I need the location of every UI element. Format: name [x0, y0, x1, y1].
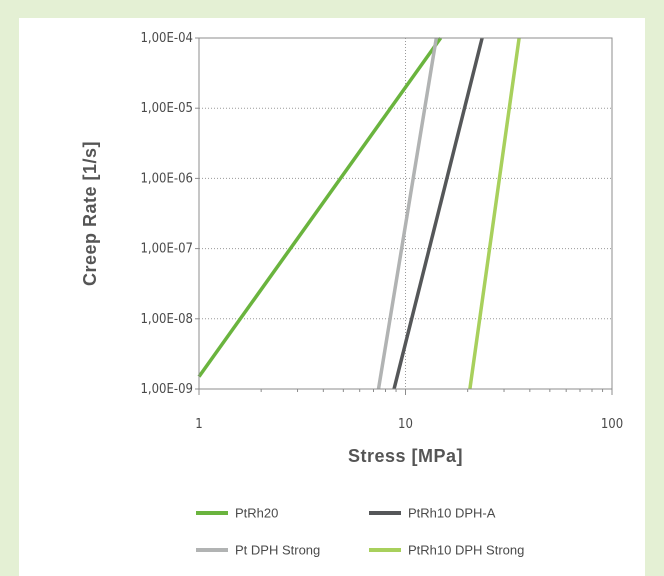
series-line-ptrh10-dph-strong [468, 37, 521, 390]
y-tick-label: 1,00E-07 [140, 242, 193, 257]
chart-panel [19, 18, 645, 576]
y-tick-label: 1,00E-08 [140, 312, 193, 327]
legend-label-ptrh10-dph-strong: PtRh10 DPH Strong [408, 543, 524, 558]
y-tick-label: 1,00E-06 [140, 171, 193, 186]
series-line-ptrh10-dph-a [392, 37, 484, 390]
tick-labels: 1,00E-04 1,00E-05 1,00E-06 1,00E-07 1,00E-08… [140, 31, 623, 432]
y-tick-label: 1,00E-04 [140, 31, 193, 46]
x-axis-title: Stress [MPa] [348, 446, 463, 466]
series-lines [197, 36, 521, 390]
y-tick-label: 1,00E-05 [140, 101, 193, 116]
legend-label-ptrh20: PtRh20 [235, 506, 278, 521]
x-tick-label: 100 [601, 417, 623, 432]
x-tick-label: 10 [398, 417, 413, 432]
x-tick-label: 1 [195, 417, 202, 432]
legend-label-ptrh10-dph-a: PtRh10 DPH-A [408, 506, 496, 521]
axis-ticks [195, 37, 613, 395]
y-axis-title: Creep Rate [1/s] [80, 141, 100, 286]
y-tick-label: 1,00E-09 [140, 382, 193, 397]
legend-label-pt-dph-strong: Pt DPH Strong [235, 543, 320, 558]
series-line-ptrh20 [197, 36, 443, 378]
series-line-pt-dph-strong [376, 37, 439, 390]
legend: PtRh20 PtRh10 DPH-A Pt DPH Strong PtRh10 DP… [196, 506, 524, 558]
